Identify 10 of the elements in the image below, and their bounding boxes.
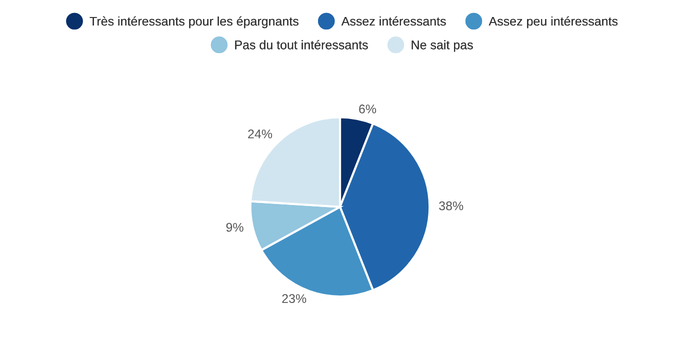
legend-label: Assez peu intéressants <box>488 16 618 28</box>
data-label: 9% <box>226 222 244 232</box>
legend-label: Assez intéressants <box>341 16 446 26</box>
data-label: 6% <box>359 104 376 114</box>
legend-label: Ne sait pas <box>412 40 473 52</box>
legend-label: Très intéressants pour les épargnants <box>90 16 298 28</box>
data-label: 38% <box>439 201 464 210</box>
legend-label: Pas du tout intéressants <box>235 40 368 50</box>
data-label: 24% <box>248 130 272 138</box>
data-label: 23% <box>282 294 306 304</box>
